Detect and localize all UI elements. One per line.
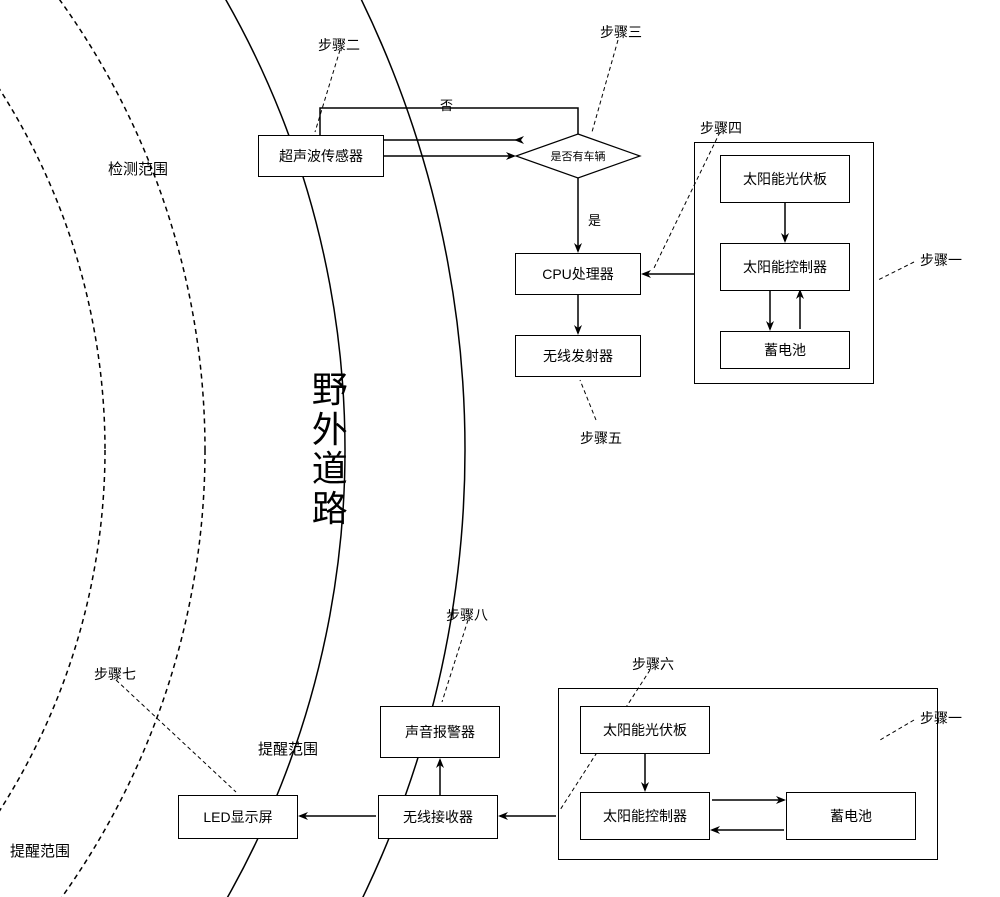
solar-panel-top-text: 太阳能光伏板	[743, 171, 827, 187]
decision-diamond: 是否有车辆	[516, 134, 640, 178]
detection-range-label: 检测范围	[108, 158, 168, 179]
cpu-box: CPU处理器	[515, 253, 641, 295]
solar-controller-top-box: 太阳能控制器	[720, 243, 850, 291]
led-display-text: LED显示屏	[203, 809, 272, 825]
ultrasonic-sensor-box: 超声波传感器	[258, 135, 384, 177]
step-2-label: 步骤二	[318, 35, 360, 55]
battery-top-text: 蓄电池	[764, 342, 806, 358]
battery-bottom-box: 蓄电池	[786, 792, 916, 840]
battery-top-box: 蓄电池	[720, 331, 850, 369]
solar-controller-bottom-box: 太阳能控制器	[580, 792, 710, 840]
wireless-transmitter-box: 无线发射器	[515, 335, 641, 377]
solar-panel-bottom-box: 太阳能光伏板	[580, 706, 710, 754]
yes-label: 是	[588, 210, 601, 229]
solar-panel-bot-text: 太阳能光伏板	[603, 722, 687, 738]
step-7-label: 步骤七	[94, 664, 136, 684]
no-label: 否	[440, 95, 453, 114]
step-3-label: 步骤三	[600, 22, 642, 42]
wireless-tx-text: 无线发射器	[543, 348, 613, 364]
solar-ctrl-bot-text: 太阳能控制器	[603, 808, 687, 824]
cpu-text: CPU处理器	[542, 266, 614, 282]
led-display-box: LED显示屏	[178, 795, 298, 839]
ultrasonic-sensor-text: 超声波传感器	[279, 148, 363, 164]
diagram-stage: { "canvas": { "width": 1000, "height": 8…	[0, 0, 1000, 897]
road-label: 野外道路	[310, 370, 350, 528]
sound-alarm-text: 声音报警器	[405, 724, 475, 740]
step-1b-label: 步骤一	[920, 708, 962, 728]
step-8-label: 步骤八	[446, 605, 488, 625]
step-4-label: 步骤四	[700, 118, 742, 138]
wireless-receiver-box: 无线接收器	[378, 795, 498, 839]
step-6-label: 步骤六	[632, 654, 674, 674]
decision-text: 是否有车辆	[551, 148, 606, 164]
sound-alarm-box: 声音报警器	[380, 706, 500, 758]
solar-ctrl-top-text: 太阳能控制器	[743, 259, 827, 275]
step-5-label: 步骤五	[580, 428, 622, 448]
step-1a-label: 步骤一	[920, 250, 962, 270]
battery-bot-text: 蓄电池	[830, 808, 872, 824]
solar-panel-top-box: 太阳能光伏板	[720, 155, 850, 203]
remind-range-1-label: 提醒范围	[258, 738, 318, 759]
wireless-rx-text: 无线接收器	[403, 809, 473, 825]
remind-range-2-label: 提醒范围	[10, 840, 70, 861]
